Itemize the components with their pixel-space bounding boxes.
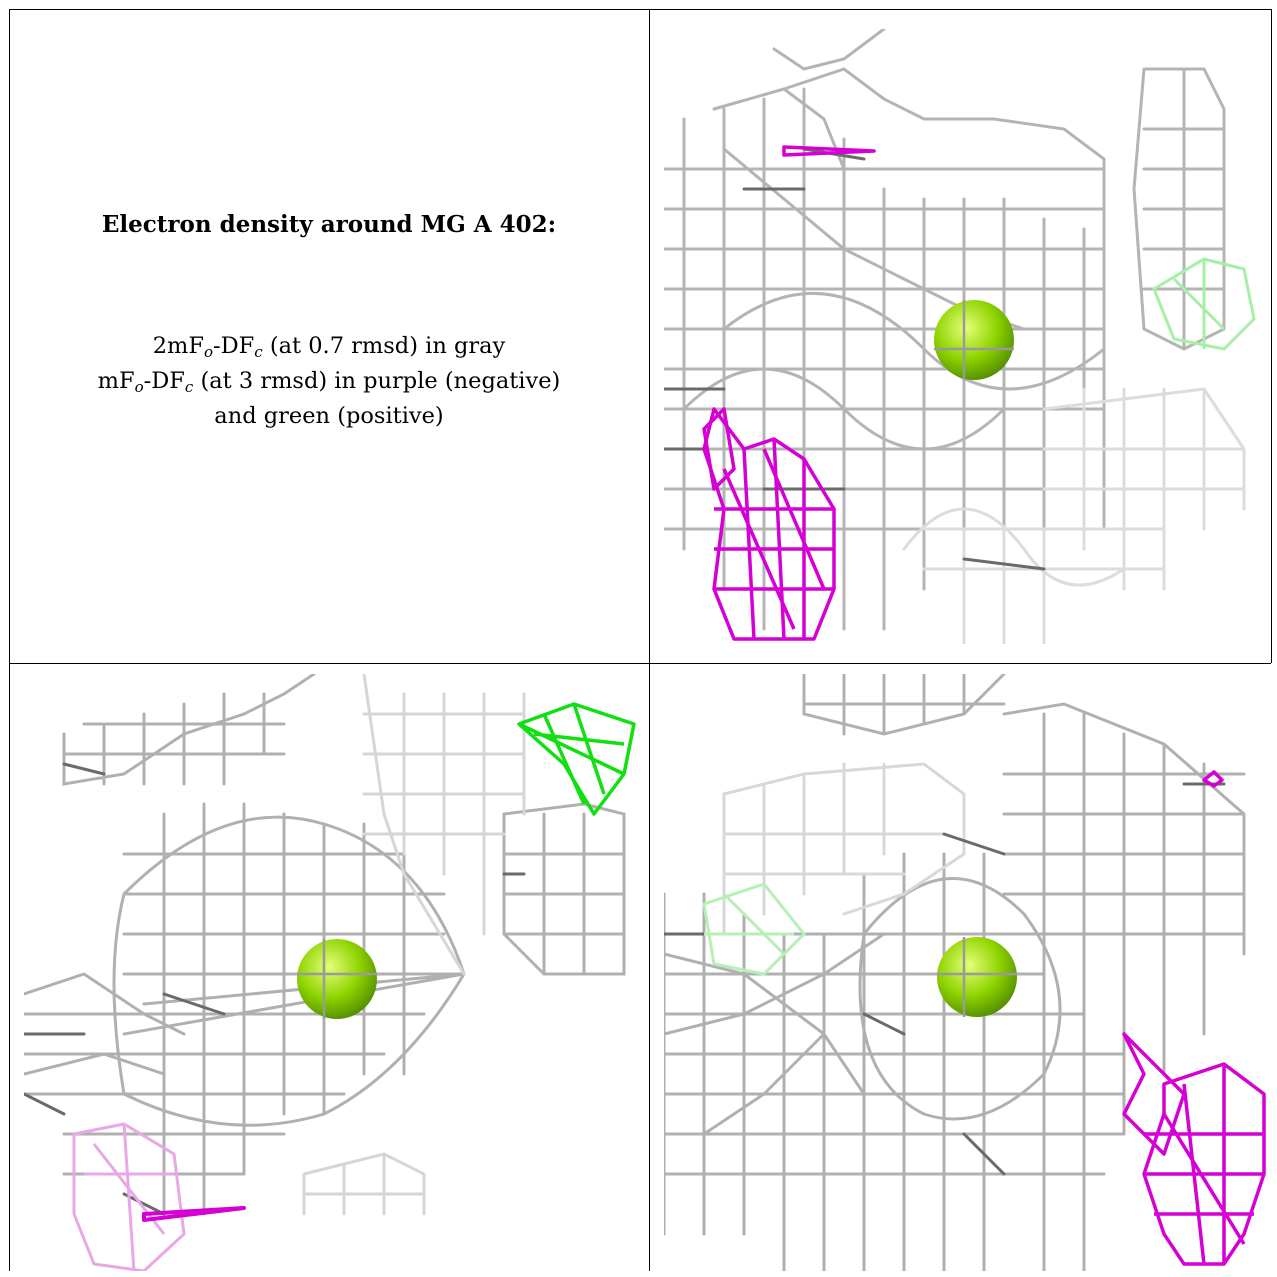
- legend-cell: Electron density around MG A 402: 2mFo-D…: [11, 11, 647, 661]
- mg-atom-sphere: [934, 300, 1014, 380]
- density-view-3: [664, 674, 1271, 1271]
- legend-line-3: and green (positive): [11, 399, 647, 434]
- mg-atom-sphere: [937, 937, 1017, 1017]
- positive-green-mesh: [519, 704, 634, 814]
- legend-text: 2mFo-DFc (at 0.7 rmsd) in gray mFo-DFc (…: [11, 329, 647, 434]
- mg-atom-sphere: [297, 939, 377, 1019]
- density-view-2: [24, 674, 639, 1271]
- frame-right: [1271, 9, 1272, 663]
- density-view-3-svg: [664, 674, 1271, 1271]
- frame-top: [9, 9, 1271, 10]
- frame-mid: [9, 663, 1271, 664]
- density-view-1-svg: [664, 29, 1259, 644]
- legend-title: Electron density around MG A 402:: [11, 211, 647, 238]
- density-view-2-svg: [24, 674, 639, 1271]
- frame-left: [9, 9, 10, 1271]
- legend-line-2: mFo-DFc (at 3 rmsd) in purple (negative): [11, 364, 647, 399]
- negative-purple-mesh: [74, 1124, 244, 1271]
- figure-grid: Electron density around MG A 402: 2mFo-D…: [9, 9, 1271, 1271]
- positive-green-mesh: [704, 884, 804, 974]
- density-view-1: [664, 29, 1259, 644]
- frame-center: [649, 9, 650, 1271]
- legend-line-1: 2mFo-DFc (at 0.7 rmsd) in gray: [11, 329, 647, 364]
- positive-green-mesh: [1154, 259, 1254, 349]
- negative-purple-mesh: [704, 147, 874, 639]
